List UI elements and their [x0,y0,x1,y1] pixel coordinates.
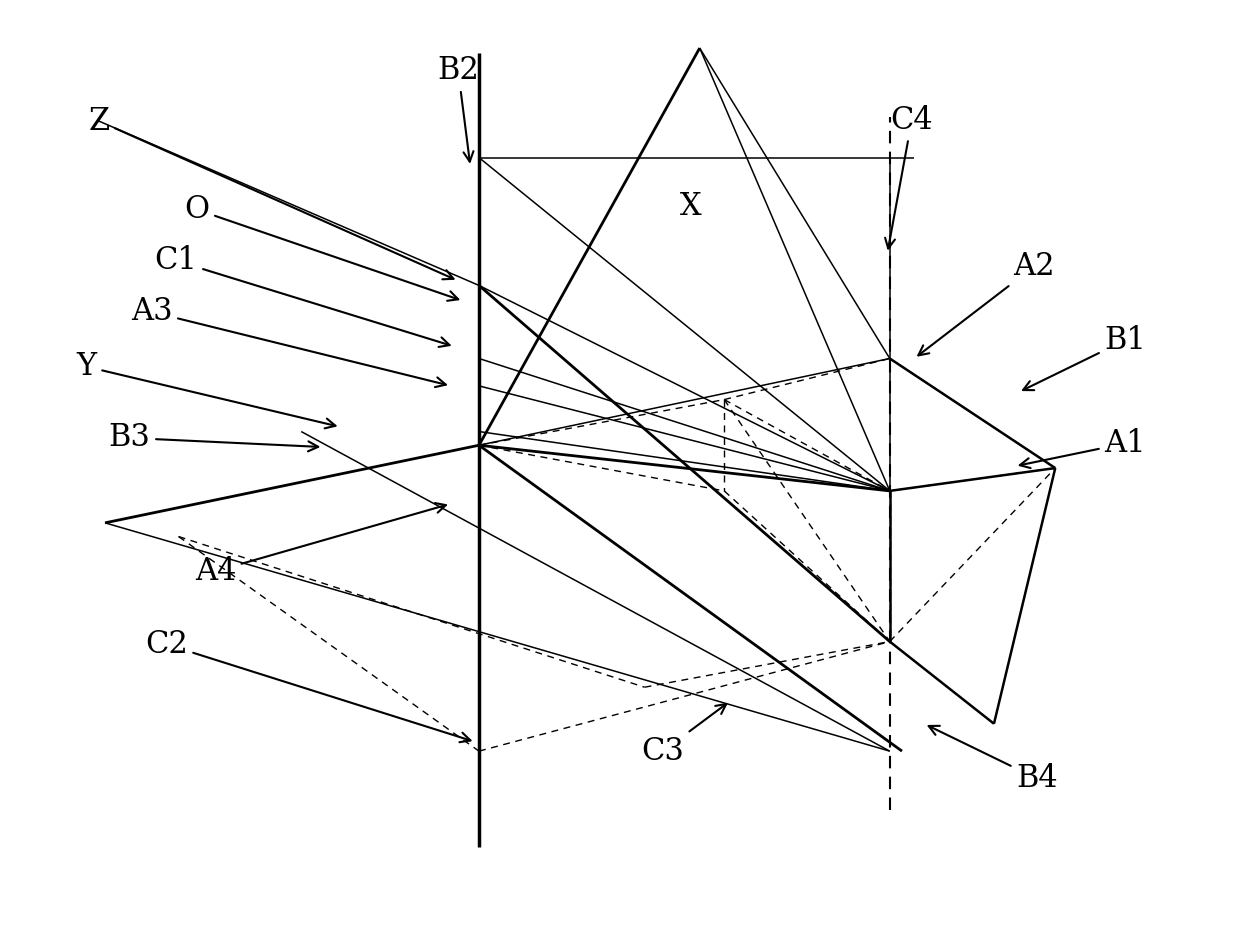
Text: B1: B1 [1023,324,1146,390]
Text: A4: A4 [195,503,446,587]
Text: C3: C3 [641,704,727,767]
Text: A1: A1 [1019,428,1146,468]
Text: C1: C1 [155,246,450,347]
Text: C2: C2 [145,629,470,743]
Text: O: O [185,194,459,300]
Text: B4: B4 [929,726,1058,794]
Text: Z: Z [88,106,454,279]
Text: B3: B3 [109,423,319,453]
Text: Y: Y [77,351,336,428]
Text: X: X [681,191,702,222]
Text: C4: C4 [885,105,934,248]
Text: A2: A2 [919,251,1055,355]
Text: A3: A3 [130,297,446,387]
Text: B2: B2 [438,56,479,161]
